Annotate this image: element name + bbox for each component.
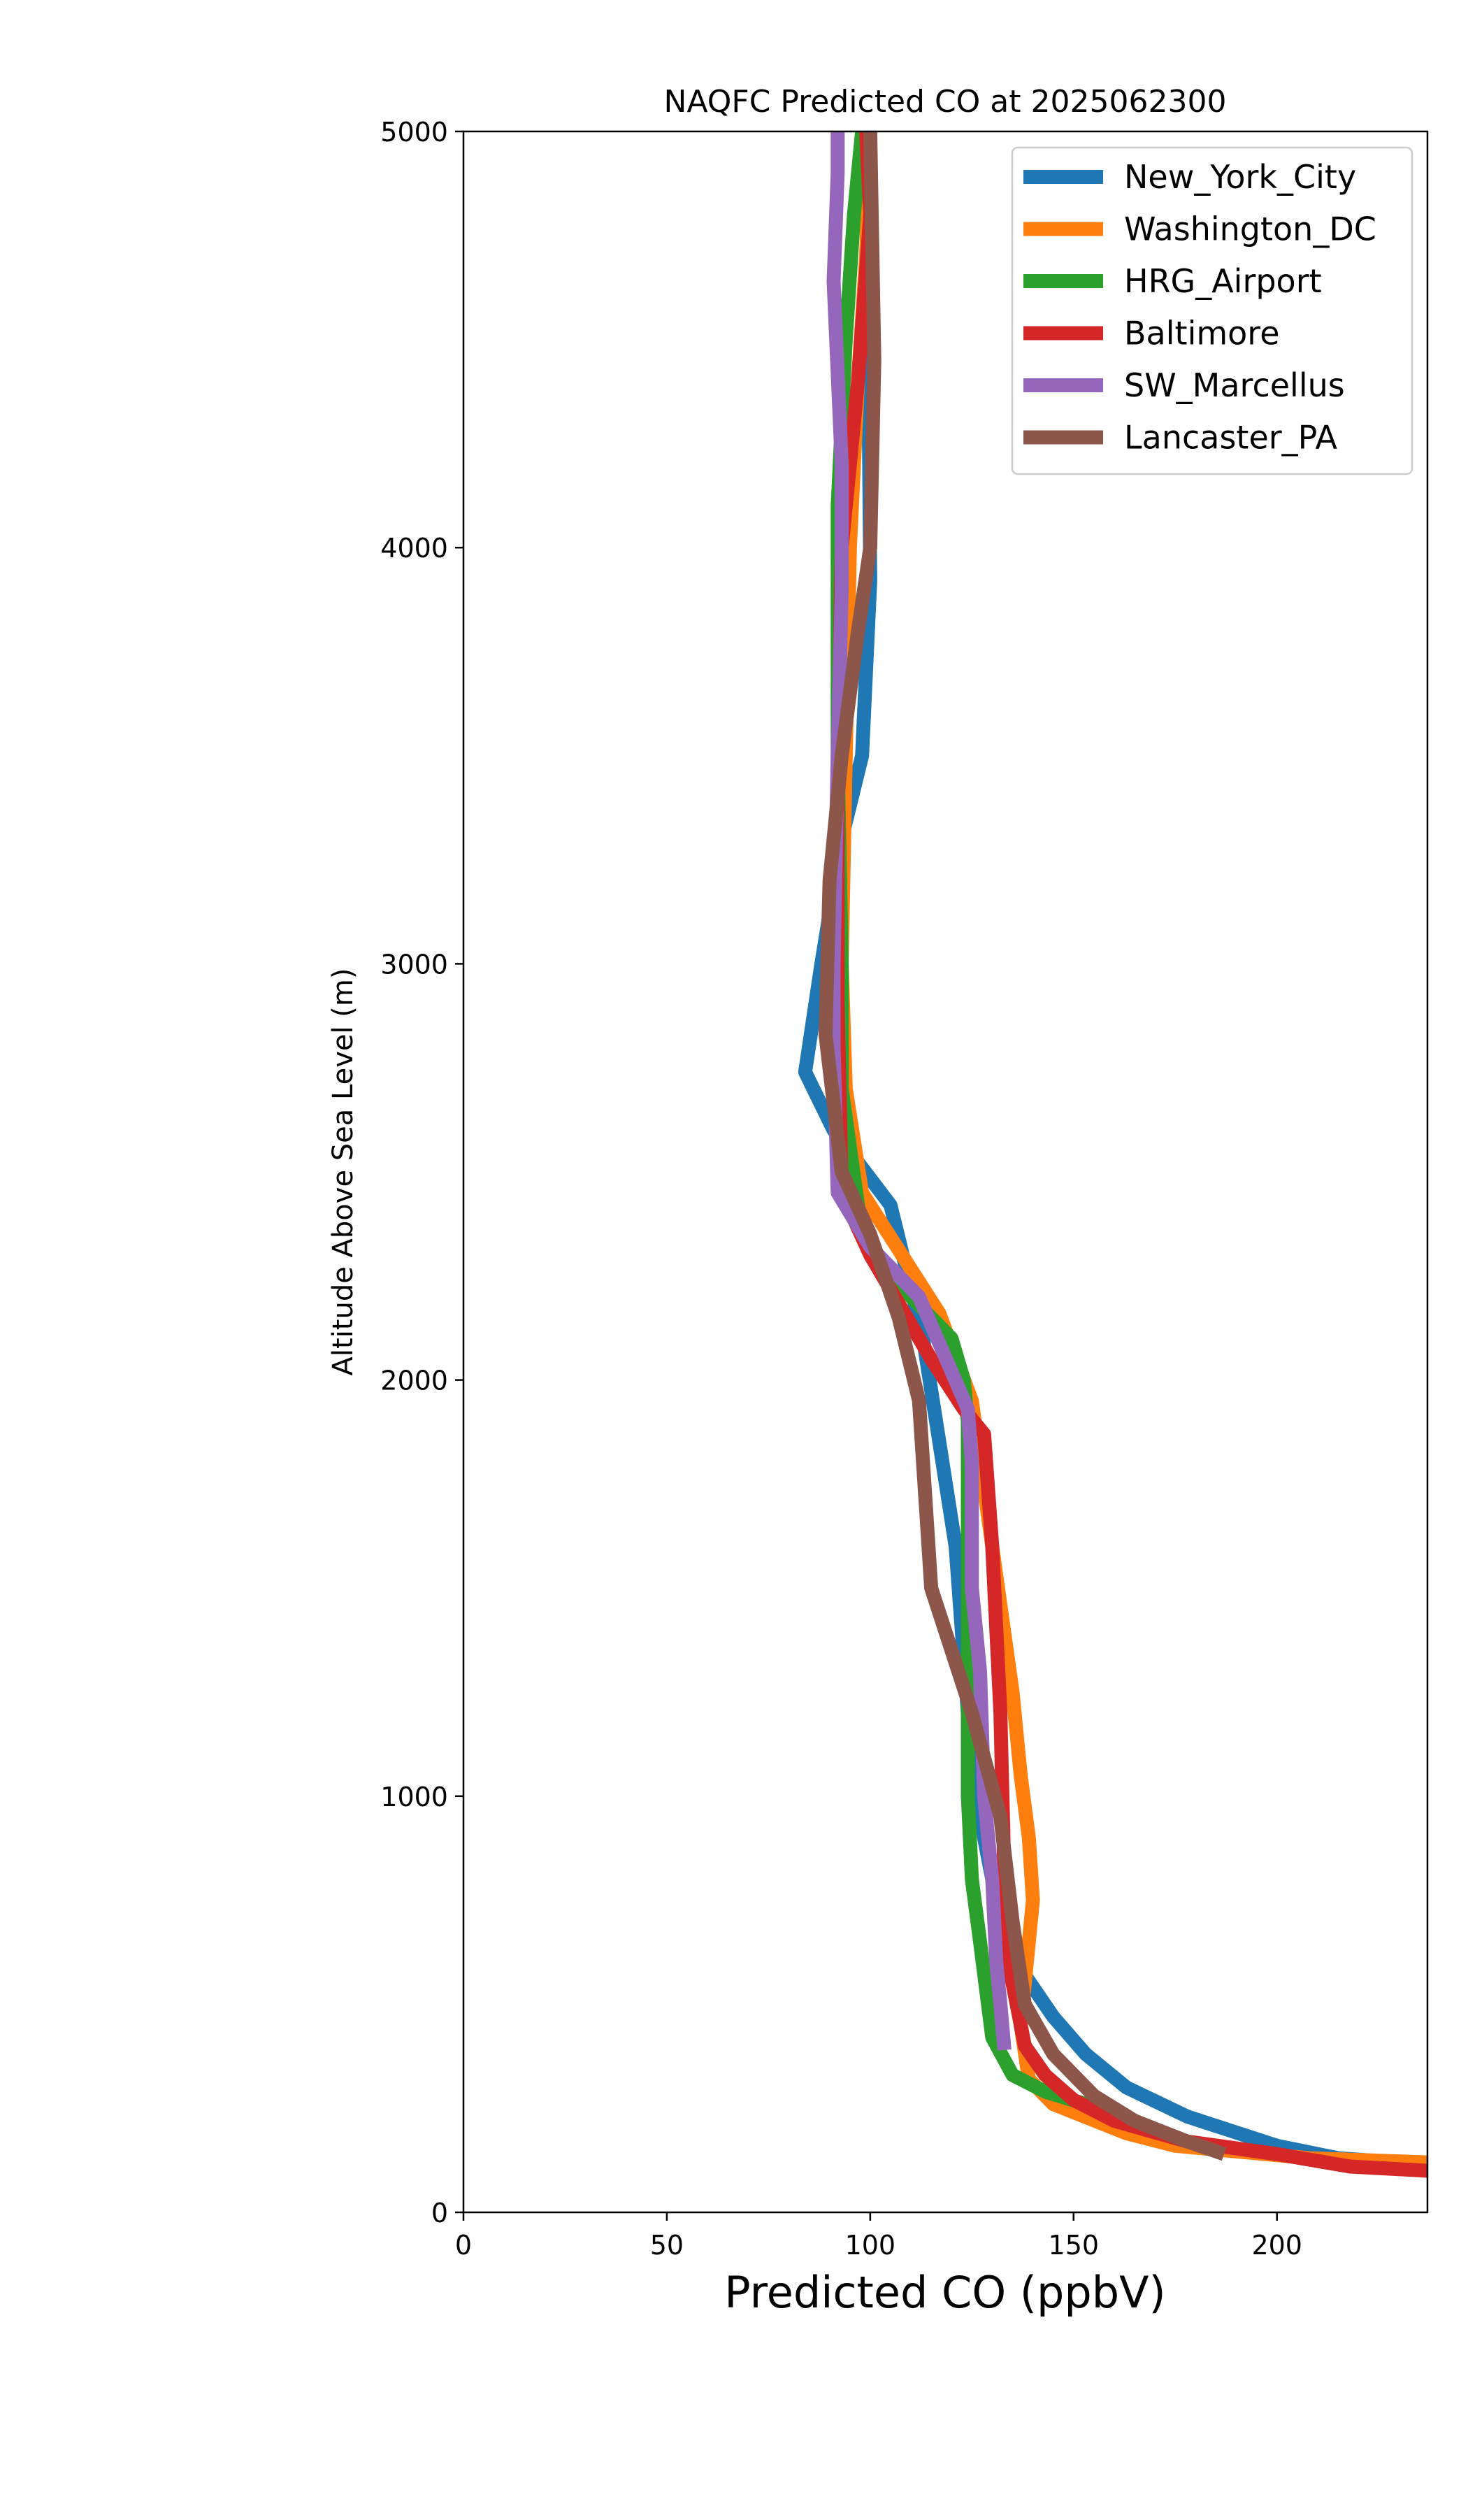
x-tick-label: 50 [650, 2230, 684, 2261]
x-tick-label: 150 [1049, 2230, 1100, 2261]
series-line-sw-marcellus [826, 131, 1012, 2051]
y-tick-label: 3000 [380, 949, 448, 980]
y-tick-label: 0 [431, 2198, 448, 2228]
chart-title: NAQFC Predicted CO at 2025062300 [664, 84, 1227, 120]
legend-label-washington-dc: Washington_DC [1124, 210, 1376, 248]
legend-label-sw-marcellus: SW_Marcellus [1124, 366, 1345, 404]
x-axis-label: Predicted CO (ppbV) [724, 2267, 1165, 2318]
legend: New_York_City Washington_DC HRG_Airport Bal… [1011, 146, 1413, 475]
x-axis-ticks: 0 50 100 150 200 [455, 2212, 1302, 2261]
y-axis-ticks: 0 1000 2000 3000 4000 5000 [380, 117, 463, 2228]
y-axis-label: Altitude Above Sea Level (m) [327, 968, 359, 1376]
plot-area [463, 131, 1427, 2212]
legend-box [1011, 146, 1413, 475]
x-tick-label: 100 [845, 2230, 896, 2261]
plot-frame [462, 130, 1429, 2214]
legend-label-hrg-airport: HRG_Airport [1124, 262, 1322, 300]
legend-label-new-york-city: New_York_City [1124, 158, 1356, 196]
y-tick-label: 1000 [380, 1782, 448, 1812]
x-tick-label: 200 [1251, 2230, 1302, 2261]
series-line-lancaster-pa [818, 131, 1227, 2161]
legend-label-lancaster-pa: Lancaster_PA [1124, 419, 1337, 457]
series-group [798, 131, 1427, 2178]
y-tick-label: 2000 [380, 1366, 448, 1396]
y-tick-label: 4000 [380, 533, 448, 564]
y-tick-label: 5000 [380, 117, 448, 148]
legend-label-baltimore: Baltimore [1124, 315, 1280, 352]
x-tick-label: 0 [455, 2230, 472, 2261]
